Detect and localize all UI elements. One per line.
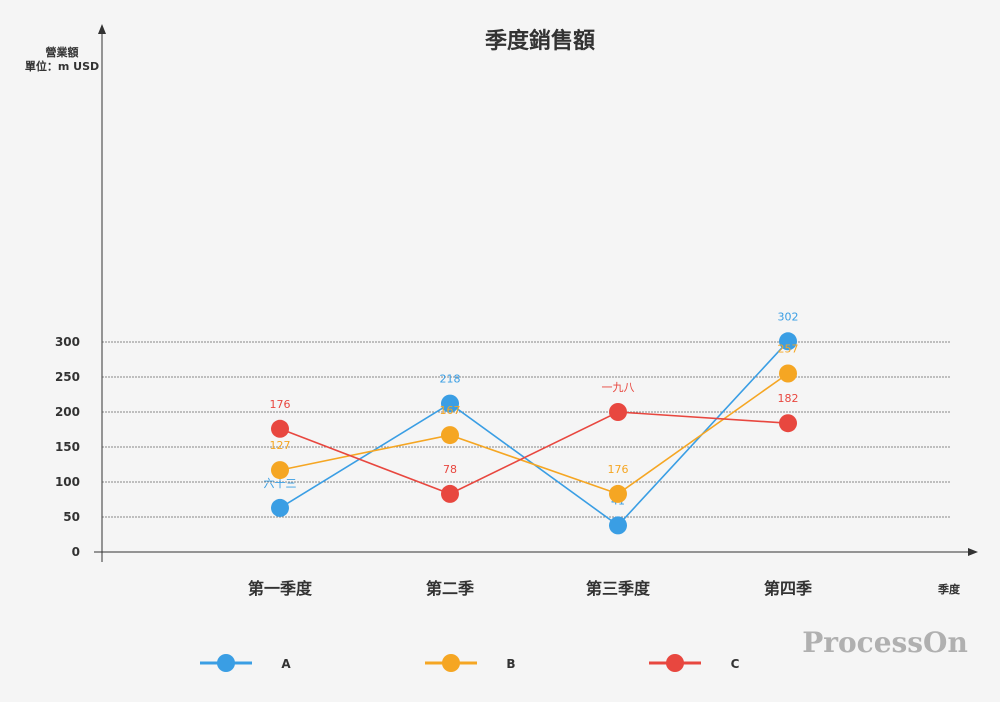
series-a-point-3 — [609, 516, 627, 535]
legend-b-marker-icon — [442, 654, 460, 672]
x-category-label-2: 第二季 — [426, 579, 475, 598]
x-axis-label: 季度 — [937, 582, 961, 596]
series-a-line — [279, 340, 789, 527]
legend: A B C — [200, 654, 740, 672]
series-c-data-label-4: 182 — [778, 392, 799, 405]
series-c-point-1 — [271, 419, 289, 438]
grid-lines — [102, 341, 950, 518]
legend-a-label: A — [281, 657, 291, 671]
y-tick-label-50: 50 — [63, 510, 80, 524]
legend-c-label: C — [731, 657, 740, 671]
y-tick-label-250: 250 — [55, 370, 80, 384]
series-c-data-label-2: 78 — [443, 463, 457, 476]
legend-c-marker-icon — [666, 654, 684, 672]
series-a-data-label-4: 302 — [778, 310, 799, 323]
x-axis-arrow-icon — [968, 548, 978, 556]
series-group: 六十三2184130212716717625717678一九八182 — [264, 310, 799, 535]
x-category-label-1: 第一季度 — [248, 579, 313, 598]
series-b-data-label-2: 167 — [440, 404, 461, 417]
y-tick-label-200: 200 — [55, 405, 80, 419]
y-tick-label-150: 150 — [55, 440, 80, 454]
series-a-point-1 — [271, 498, 289, 517]
series-b-data-label-1: 127 — [270, 439, 291, 452]
y-tick-labels: 0 50 100 150 200 250 300 — [55, 335, 80, 559]
legend-a-marker-icon — [217, 654, 235, 672]
y-tick-label-300: 300 — [55, 335, 80, 349]
x-category-label-4: 第四季 — [764, 579, 813, 598]
y-tick-label-100: 100 — [55, 475, 80, 489]
y-axis-label: 營業額 — [46, 45, 79, 59]
series-b-point-1 — [271, 461, 289, 480]
legend-b-label: B — [506, 657, 515, 671]
series-b-point-2 — [441, 426, 459, 445]
series-a-data-label-1: 六十三 — [264, 476, 297, 490]
series-b-point-3 — [609, 484, 627, 503]
series-c-line — [279, 411, 789, 495]
series-a-point-2 — [441, 394, 459, 413]
series-b-data-label-3: 176 — [608, 463, 629, 476]
y-tick-label-0: 0 — [72, 545, 80, 559]
y-axis-unit: 單位：m USD — [25, 59, 99, 73]
series-c-point-3 — [609, 403, 627, 421]
series-c-point-4 — [779, 414, 797, 433]
series-c-point-2 — [441, 484, 459, 503]
series-b-point-4 — [779, 364, 797, 383]
series-c-data-label-1: 176 — [270, 398, 291, 411]
chart-title: 季度銷售額 — [485, 28, 595, 54]
series-b-data-label-4: 257 — [778, 343, 799, 356]
series-b-line — [279, 372, 789, 495]
legend-item-a: A — [200, 654, 291, 672]
watermark-logo: ProcessOn — [802, 626, 968, 659]
legend-item-b: B — [425, 654, 516, 672]
x-category-labels: 第一季度 第二季 第三季度 第四季 — [248, 579, 813, 598]
series-c-data-label-3: 一九八 — [602, 381, 635, 394]
y-axis-arrow-icon — [98, 24, 106, 34]
series-a-data-label-2: 218 — [440, 373, 461, 386]
legend-item-c: C — [649, 654, 740, 672]
axes — [94, 24, 978, 562]
series-a-point-4 — [779, 332, 797, 351]
x-category-label-3: 第三季度 — [586, 579, 651, 598]
